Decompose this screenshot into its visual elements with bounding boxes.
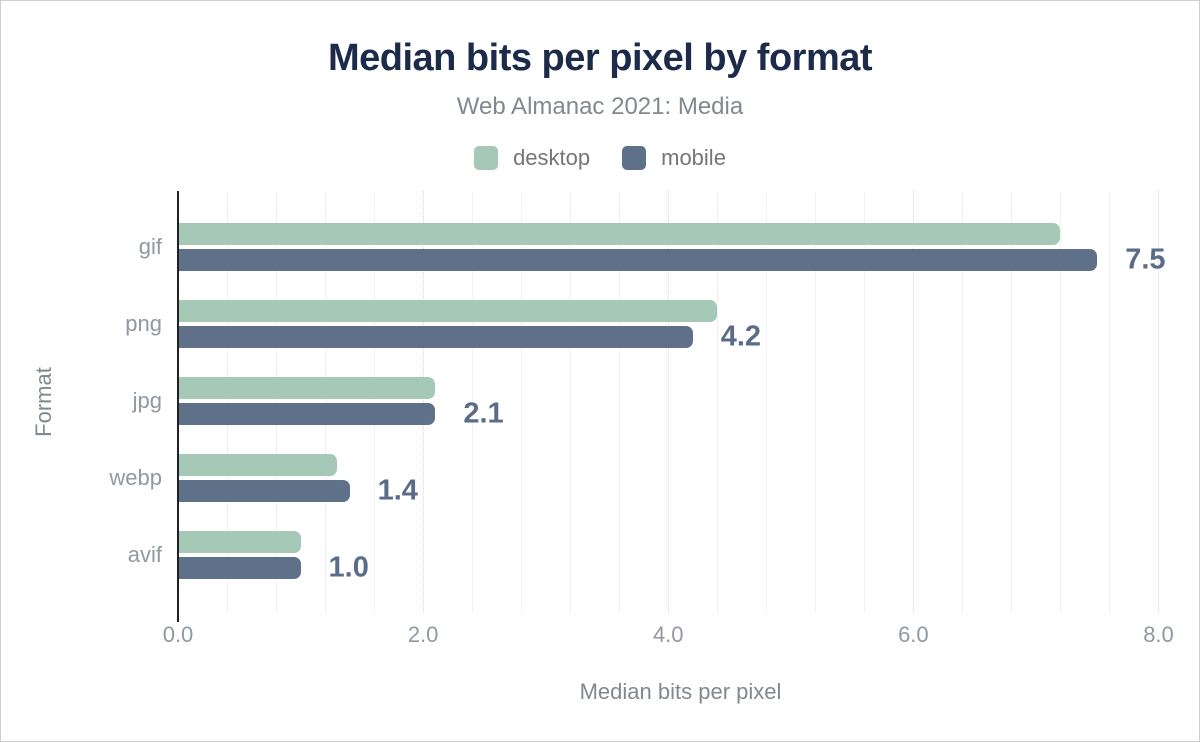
bar-group-gif: gif 7.5: [139, 223, 1183, 276]
plot-area: gif 7.5 png 4.2 jpg 2.1 webp 1.4 avif 1.0: [109, 191, 1183, 622]
minor-gridline: [472, 191, 474, 613]
minor-gridline: [962, 191, 964, 613]
major-gridline: [423, 191, 425, 613]
minor-gridline: [766, 191, 768, 613]
x-tick-label-2.0: 2.0: [407, 622, 439, 647]
chart-subtitle: Web Almanac 2021: Media: [456, 93, 744, 120]
mobile-swatch: [622, 146, 647, 170]
major-gridline: [913, 191, 915, 613]
bar-group-webp: webp 1.4: [109, 454, 1183, 507]
bar-desktop-png[interactable]: [178, 300, 718, 322]
data-label-webp: 1.4: [377, 474, 418, 507]
bar-group-jpg: jpg 2.1: [133, 377, 1183, 430]
x-axis-title: Median bits per pixel: [579, 679, 782, 704]
major-gridline: [668, 191, 670, 613]
x-tick-label-4.0: 4.0: [652, 622, 684, 647]
x-tick-label-8.0: 8.0: [1143, 622, 1174, 647]
category-label-jpg: jpg: [132, 388, 162, 413]
minor-gridline: [1011, 191, 1013, 613]
bar-rows: gif 7.5 png 4.2 jpg 2.1 webp 1.4 avif 1.0: [109, 191, 1183, 613]
minor-gridline: [325, 191, 327, 613]
category-label-png: png: [125, 311, 162, 336]
category-label-avif: avif: [127, 542, 162, 567]
legend-item-mobile: mobile: [622, 145, 726, 171]
x-tick-label-6.0: 6.0: [898, 622, 929, 647]
bar-mobile-webp[interactable]: [178, 480, 350, 502]
category-label-gif: gif: [138, 234, 162, 259]
data-label-png: 4.2: [720, 320, 762, 353]
minor-gridline: [227, 191, 229, 613]
bar-desktop-avif[interactable]: [178, 531, 301, 553]
minor-gridline: [717, 191, 719, 613]
x-axis-ticks: 0.0 2.0 4.0 6.0 8.0: [163, 622, 1183, 650]
minor-gridline: [815, 191, 817, 613]
bar-desktop-jpg[interactable]: [178, 377, 436, 399]
y-axis-title: Format: [31, 367, 56, 437]
minor-gridline: [276, 191, 278, 613]
legend-label-desktop: desktop: [513, 145, 591, 170]
data-label-gif: 7.5: [1125, 243, 1166, 276]
bar-group-avif: avif 1.0: [128, 531, 1183, 584]
minor-gridline: [374, 191, 376, 613]
minor-gridline: [1060, 191, 1062, 613]
minor-gridline: [864, 191, 866, 613]
bar-mobile-avif[interactable]: [178, 557, 301, 579]
bar-desktop-gif[interactable]: [178, 223, 1061, 245]
data-label-jpg: 2.1: [463, 397, 504, 430]
minor-gridline: [521, 191, 523, 613]
minor-gridline: [570, 191, 572, 613]
bar-group-png: png 4.2: [125, 300, 1183, 353]
bar-mobile-png[interactable]: [178, 326, 693, 348]
bar-mobile-jpg[interactable]: [178, 403, 436, 425]
legend-item-desktop: desktop: [474, 145, 590, 171]
minor-gridline: [619, 191, 621, 613]
bar-mobile-gif[interactable]: [178, 249, 1098, 271]
chart-title: Median bits per pixel by format: [327, 37, 873, 79]
desktop-swatch: [474, 146, 499, 170]
y-axis-line: [177, 191, 179, 622]
minor-gridline: [1109, 191, 1111, 613]
major-gridline: [1158, 191, 1160, 613]
gridlines: [178, 191, 1183, 613]
x-tick-label-0.0: 0.0: [162, 622, 194, 647]
data-label-avif: 1.0: [328, 551, 369, 584]
category-label-webp: webp: [109, 465, 162, 490]
legend: desktop mobile: [1, 145, 1199, 171]
legend-label-mobile: mobile: [661, 145, 726, 170]
bar-desktop-webp[interactable]: [178, 454, 338, 476]
